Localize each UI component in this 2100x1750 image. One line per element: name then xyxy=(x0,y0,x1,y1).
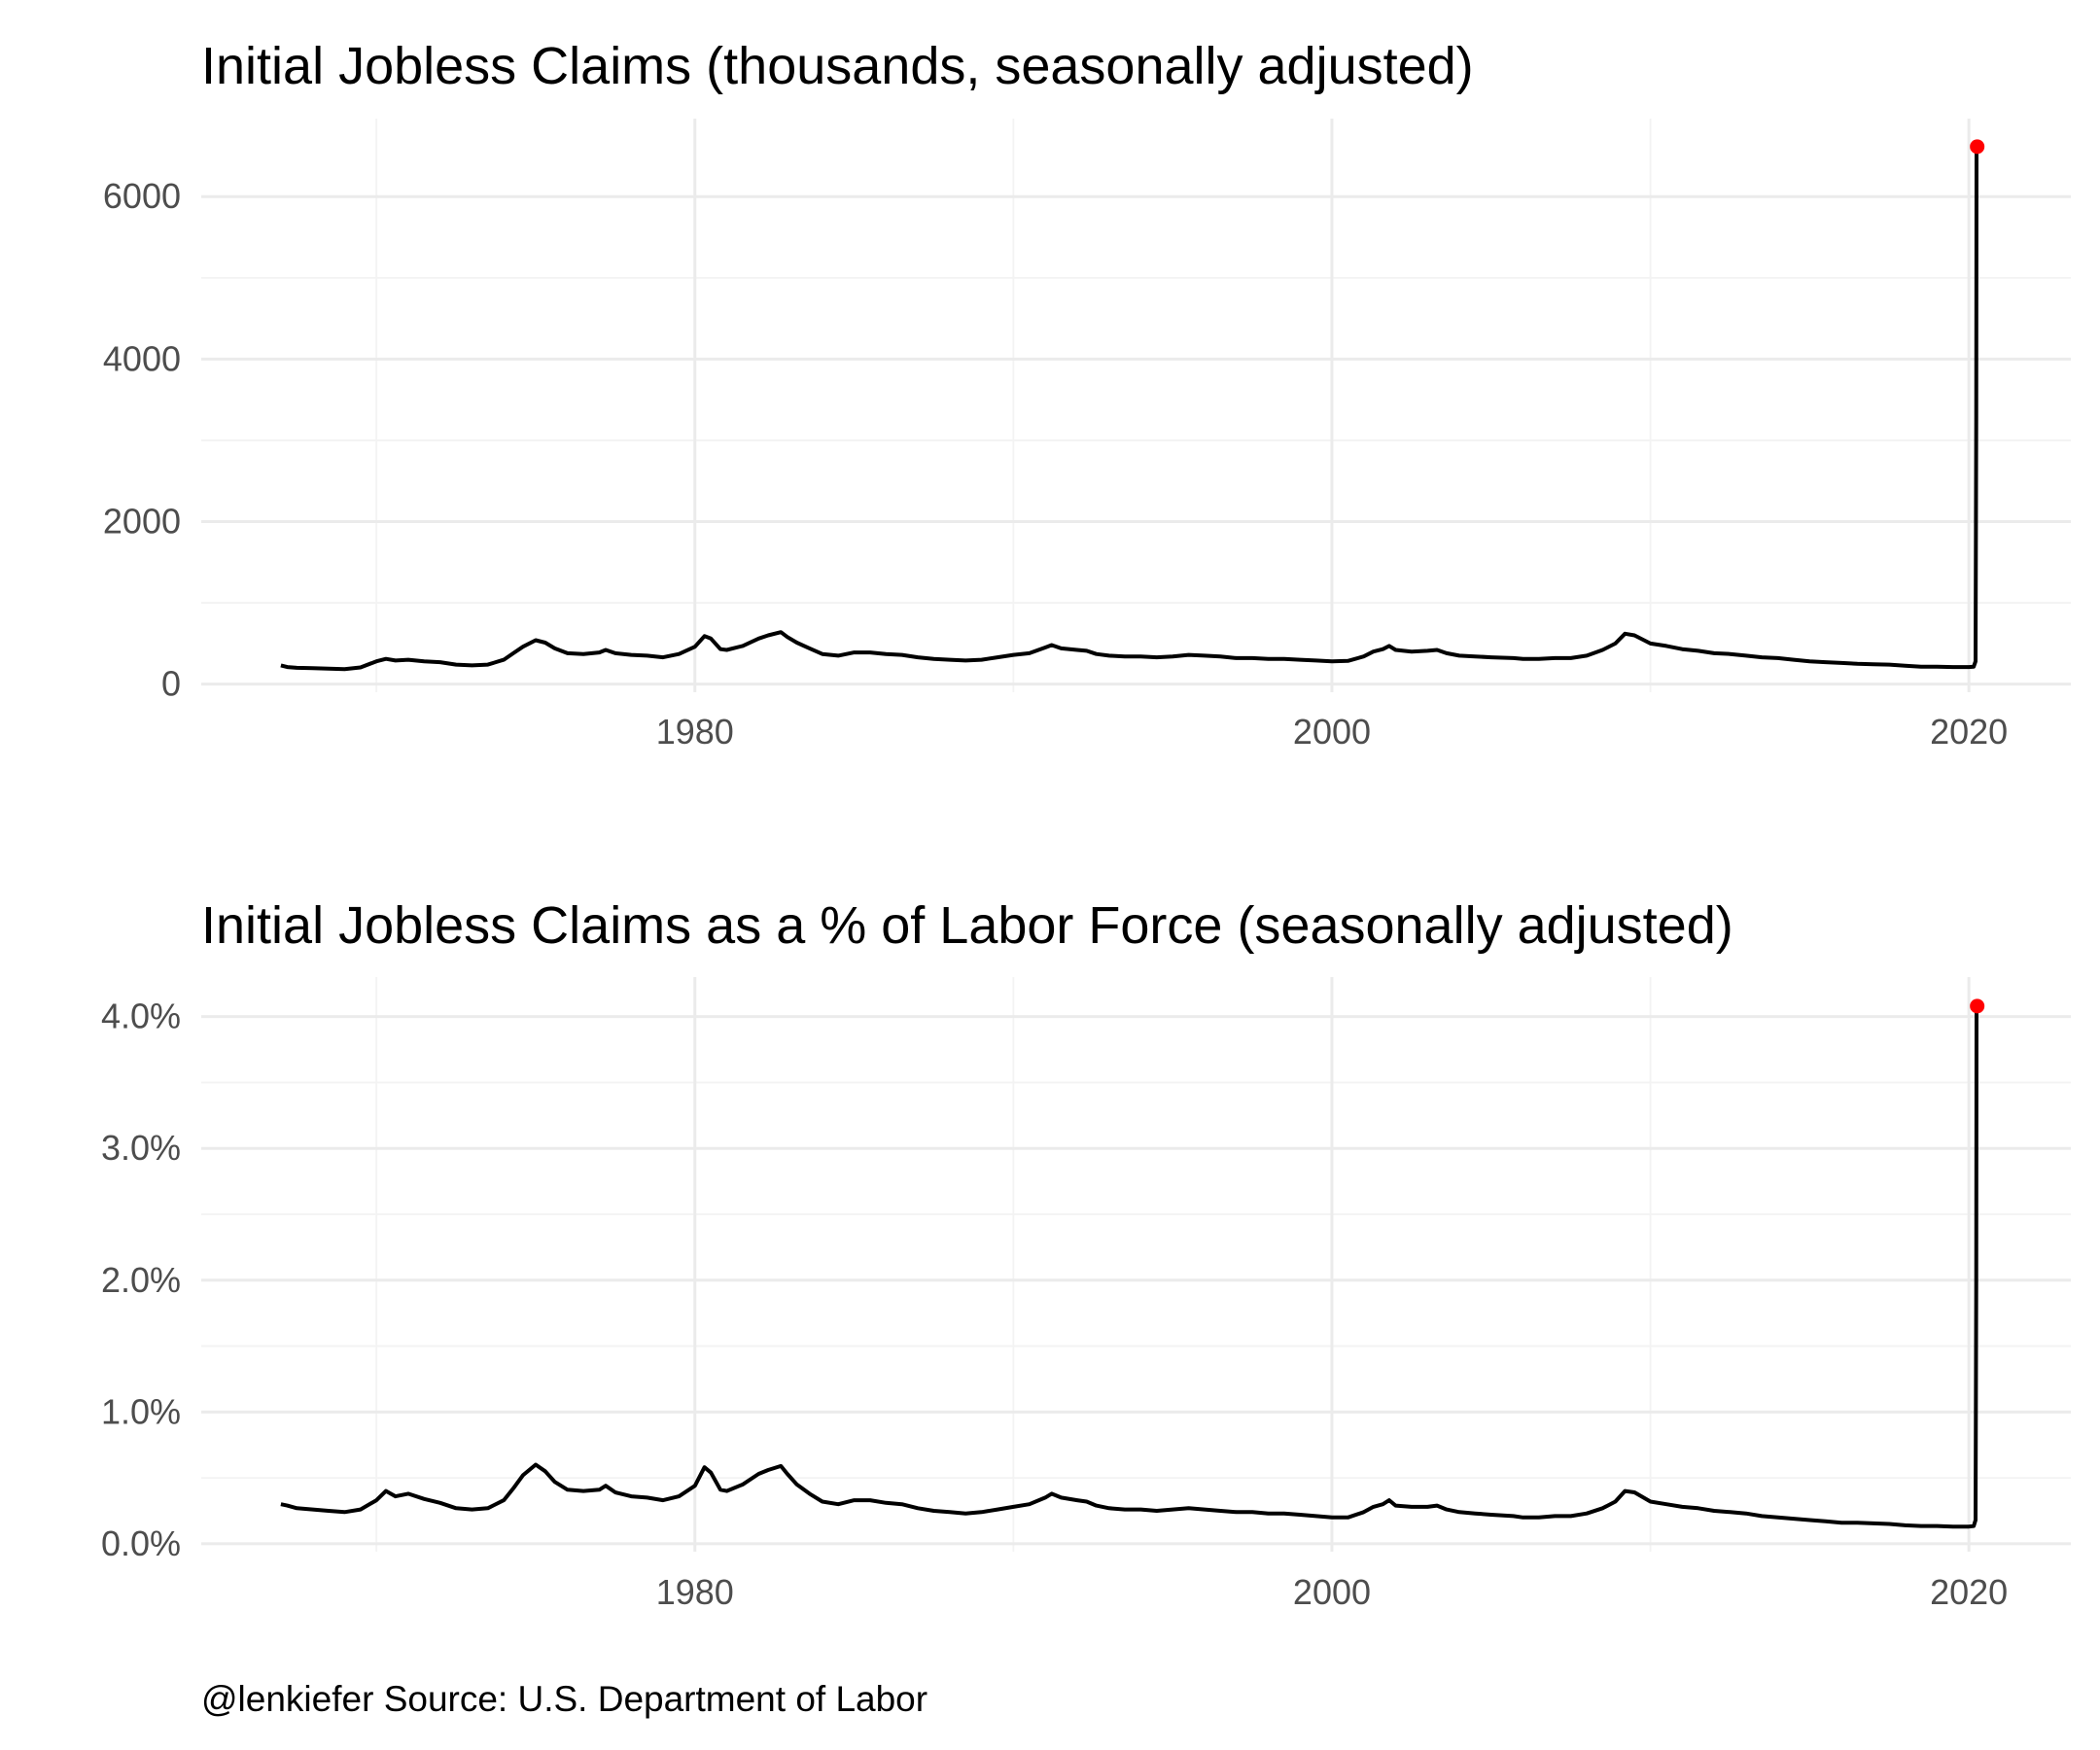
claims-thousands-y-tick-label-1: 2000 xyxy=(103,502,181,542)
claims-pct-x-tick-label-1: 2000 xyxy=(1293,1572,1371,1612)
claims-pct-y-tick-label-3: 3.0% xyxy=(101,1128,181,1168)
claims-thousands-y-tick-label-2: 4000 xyxy=(103,338,181,378)
claims-pct-y-tick-label-1: 1.0% xyxy=(101,1391,181,1431)
claims-pct-latest-point xyxy=(1970,998,1985,1014)
claims-pct-y-tick-label-2: 2.0% xyxy=(101,1260,181,1300)
source-caption: @lenkiefer Source: U.S. Department of La… xyxy=(201,1679,928,1719)
claims-pct-y-ticks: 0.0% 1.0% 2.0% 3.0% 4.0% xyxy=(101,997,181,1563)
claims-thousands-x-tick-label-0: 1980 xyxy=(656,712,734,752)
claims-thousands-series-line xyxy=(280,144,1979,672)
claims-pct-y-tick-label-0: 0.0% xyxy=(101,1523,181,1563)
claims-thousands-x-ticks: 1980 2000 2020 xyxy=(656,712,2008,752)
claims-pct-title: Initial Jobless Claims as a % of Labor F… xyxy=(201,896,1733,955)
claims-thousands-x-tick-label-2: 2020 xyxy=(1930,712,2008,752)
claims-thousands-x-tick-label-1: 2000 xyxy=(1293,712,1371,752)
claims-thousands-y-tick-label-0: 0 xyxy=(161,664,181,704)
claims-pct-grid xyxy=(201,977,2071,1552)
claims-thousands-title: Initial Jobless Claims (thousands, seaso… xyxy=(201,37,1474,95)
claims-thousands-y-tick-label-3: 6000 xyxy=(103,176,181,216)
claims-pct-x-tick-label-2: 2020 xyxy=(1930,1572,2008,1612)
claims-thousands-latest-point xyxy=(1970,139,1985,155)
claims-pct-series-line xyxy=(280,1003,1979,1529)
claims-pct-x-tick-label-0: 1980 xyxy=(656,1572,734,1612)
claims-thousands-grid xyxy=(201,119,2071,692)
claims-pct-labor-force-panel: Initial Jobless Claims as a % of Labor F… xyxy=(101,896,2071,1612)
claims-pct-x-ticks: 1980 2000 2020 xyxy=(656,1572,2008,1612)
claims-pct-y-tick-label-4: 4.0% xyxy=(101,997,181,1036)
claims-thousands-panel: Initial Jobless Claims (thousands, seaso… xyxy=(103,37,2071,752)
claims-thousands-y-ticks: 0 2000 4000 6000 xyxy=(103,176,181,703)
